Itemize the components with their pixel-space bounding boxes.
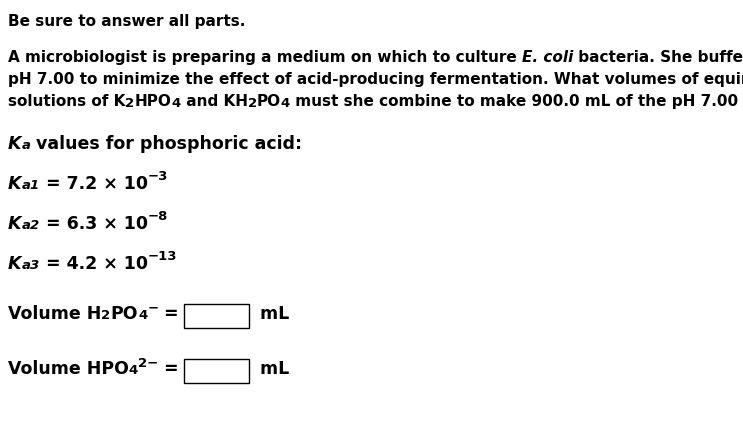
Text: −8: −8 bbox=[148, 210, 168, 223]
Text: 4: 4 bbox=[172, 97, 181, 110]
Text: 2: 2 bbox=[101, 309, 111, 322]
Text: 2−: 2− bbox=[138, 357, 158, 370]
Text: a3: a3 bbox=[22, 259, 39, 272]
Text: a1: a1 bbox=[22, 179, 39, 192]
Text: a2: a2 bbox=[22, 219, 39, 232]
Text: 4: 4 bbox=[129, 364, 138, 377]
Text: values for phosphoric acid:: values for phosphoric acid: bbox=[30, 135, 302, 153]
Text: mL: mL bbox=[254, 360, 289, 378]
Text: K: K bbox=[8, 175, 22, 193]
Text: a: a bbox=[22, 139, 30, 152]
Text: = 4.2 × 10: = 4.2 × 10 bbox=[39, 255, 148, 273]
Text: must she combine to make 900.0 mL of the pH 7.00 buffer?: must she combine to make 900.0 mL of the… bbox=[290, 94, 743, 109]
Text: mL: mL bbox=[254, 305, 289, 323]
Text: K: K bbox=[8, 255, 22, 273]
Text: K: K bbox=[8, 215, 22, 233]
Text: PO: PO bbox=[257, 94, 281, 109]
Text: = 6.3 × 10: = 6.3 × 10 bbox=[39, 215, 148, 233]
Text: −3: −3 bbox=[148, 170, 168, 183]
Text: −13: −13 bbox=[148, 250, 178, 263]
Text: HPO: HPO bbox=[134, 94, 172, 109]
Text: −: − bbox=[147, 302, 158, 315]
Text: =: = bbox=[158, 305, 179, 323]
Text: K: K bbox=[8, 135, 22, 153]
Text: solutions of K: solutions of K bbox=[8, 94, 126, 109]
Text: 2: 2 bbox=[247, 97, 257, 110]
Text: and KH: and KH bbox=[181, 94, 247, 109]
Text: 2: 2 bbox=[126, 97, 134, 110]
Text: =: = bbox=[158, 360, 179, 378]
Text: bacteria. She buffers the medium at: bacteria. She buffers the medium at bbox=[574, 50, 743, 65]
Text: = 7.2 × 10: = 7.2 × 10 bbox=[39, 175, 148, 193]
Text: A microbiologist is preparing a medium on which to culture: A microbiologist is preparing a medium o… bbox=[8, 50, 522, 65]
Text: Be sure to answer all parts.: Be sure to answer all parts. bbox=[8, 14, 245, 29]
Text: Volume HPO: Volume HPO bbox=[8, 360, 129, 378]
Text: E. coli: E. coli bbox=[522, 50, 574, 65]
Text: 4: 4 bbox=[281, 97, 290, 110]
FancyBboxPatch shape bbox=[184, 359, 249, 383]
Text: PO: PO bbox=[111, 305, 138, 323]
Text: Volume H: Volume H bbox=[8, 305, 101, 323]
FancyBboxPatch shape bbox=[184, 304, 249, 328]
Text: 4: 4 bbox=[138, 309, 147, 322]
Text: pH 7.00 to minimize the effect of acid-producing fermentation. What volumes of e: pH 7.00 to minimize the effect of acid-p… bbox=[8, 72, 743, 87]
